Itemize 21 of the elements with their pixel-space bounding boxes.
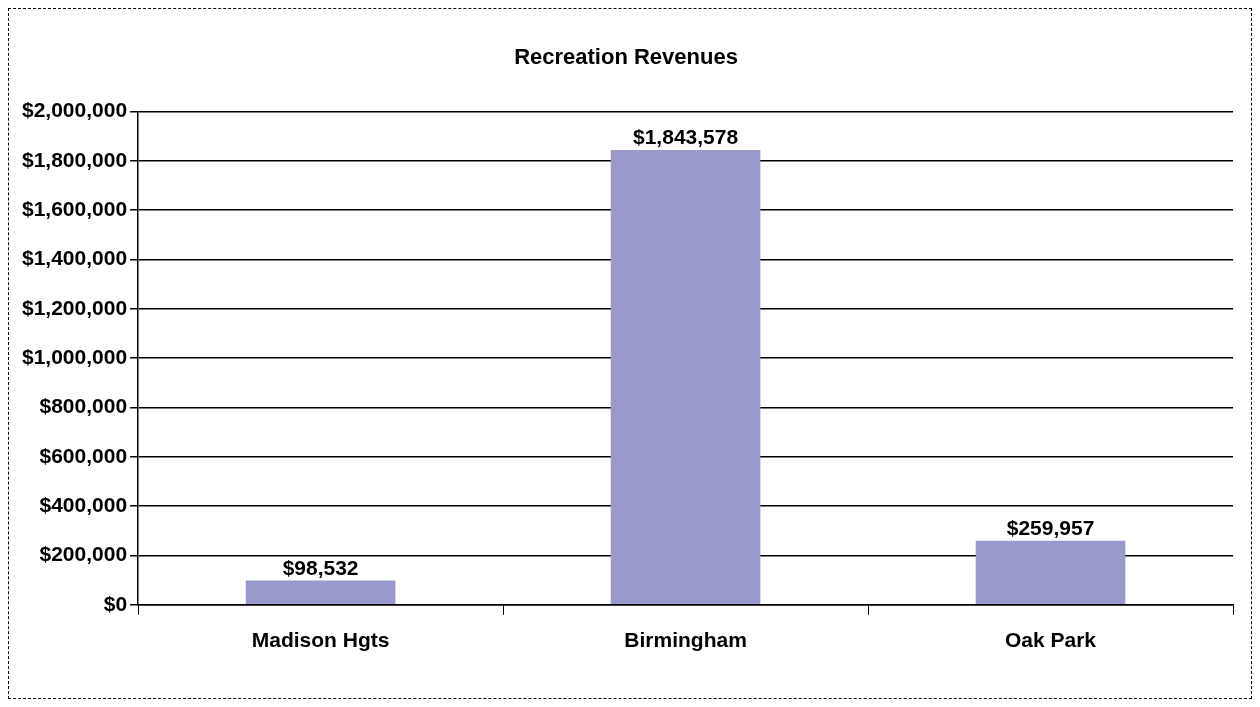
chart-title: Recreation Revenues <box>514 44 738 70</box>
y-tick-label: $400,000 <box>39 492 128 516</box>
y-tick-label: $2,000,000 <box>21 98 128 122</box>
y-tick-label: $1,400,000 <box>21 246 128 270</box>
bar <box>975 540 1126 605</box>
data-label: $1,843,578 <box>633 125 739 149</box>
y-tick-label: $800,000 <box>39 394 128 418</box>
x-tick-label: Birmingham <box>624 628 747 652</box>
y-tick-label: $1,000,000 <box>21 344 128 368</box>
y-tick-label: $0 <box>103 591 128 615</box>
y-tick-label: $1,200,000 <box>21 295 128 319</box>
bar <box>610 149 761 605</box>
bar <box>245 580 396 605</box>
y-tick-label: $600,000 <box>39 443 128 467</box>
data-label: $259,957 <box>1006 515 1095 539</box>
x-tick-label: Oak Park <box>1004 628 1097 652</box>
x-tick-label: Madison Hgts <box>251 628 390 652</box>
y-tick-label: $200,000 <box>39 542 128 566</box>
y-tick-label: $1,600,000 <box>21 196 128 220</box>
data-label: $98,532 <box>282 555 359 579</box>
y-tick-label: $1,800,000 <box>21 147 128 171</box>
